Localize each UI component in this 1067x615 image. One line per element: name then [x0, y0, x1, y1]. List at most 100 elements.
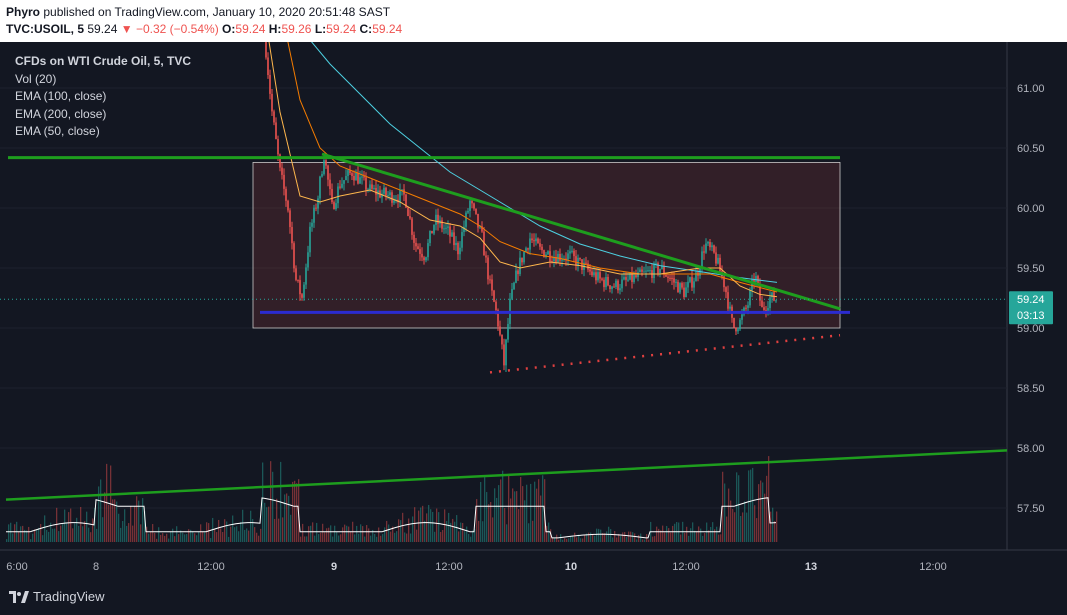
candle [317, 198, 319, 209]
volume-bar [484, 477, 486, 542]
candle [381, 193, 383, 198]
candle [643, 271, 645, 273]
volume-bar [24, 529, 26, 542]
author-name[interactable]: Phyro [6, 5, 41, 19]
candle [293, 243, 295, 269]
open-value: 59.24 [235, 22, 266, 36]
volume-bar [384, 527, 386, 542]
candle [541, 246, 543, 251]
candle [507, 323, 509, 340]
candle [465, 212, 467, 227]
volume-bar [770, 511, 772, 542]
candle [629, 272, 631, 280]
volume-bar [710, 526, 712, 542]
volume-bar [492, 517, 494, 542]
volume-bar [330, 525, 332, 542]
volume-bar [412, 516, 414, 542]
volume-bar [416, 529, 418, 542]
candle [737, 329, 739, 332]
candle [621, 279, 623, 289]
legend-item-ema100[interactable]: EMA (100, close) [15, 89, 107, 103]
candle [693, 281, 695, 288]
candle [601, 278, 603, 280]
volume-bar [622, 532, 624, 542]
candle [631, 272, 633, 282]
tradingview-brand[interactable]: TradingView [33, 589, 105, 604]
volume-bar [206, 522, 208, 542]
x-tick-label: 13 [805, 561, 817, 573]
legend-item-volume[interactable]: Vol (20) [15, 71, 57, 86]
volume-bar [140, 524, 142, 542]
volume-bar [316, 522, 318, 542]
candle [589, 269, 591, 272]
volume-bar [134, 506, 136, 542]
volume-bar [448, 512, 450, 542]
volume-bar [376, 536, 378, 542]
candle [659, 268, 661, 274]
volume-bar [628, 531, 630, 542]
candle [577, 257, 579, 266]
candle [555, 257, 557, 264]
candle [713, 245, 715, 253]
volume-bar [478, 520, 480, 542]
volume-bar [528, 523, 530, 542]
volume-bar [560, 534, 562, 542]
volume-bar [154, 532, 156, 542]
candle [741, 314, 743, 320]
volume-bar [686, 526, 688, 542]
volume-bar [454, 521, 456, 542]
candle [307, 252, 309, 268]
volume-bar [748, 470, 750, 542]
volume-bar [570, 536, 572, 542]
volume-bar [450, 522, 452, 542]
candle [447, 226, 449, 228]
candle [283, 174, 285, 189]
volume-bar [116, 501, 118, 542]
candle [637, 272, 639, 278]
volume-bar [48, 531, 50, 542]
candle [477, 213, 479, 228]
volume-bar [406, 533, 408, 542]
candle [371, 184, 373, 189]
volume-bar [236, 526, 238, 542]
candle [409, 216, 411, 219]
legend-item-ema50[interactable]: EMA (50, close) [15, 124, 100, 138]
volume-bar [272, 471, 274, 542]
volume-bar [32, 533, 34, 542]
volume-bar [126, 525, 128, 542]
tradingview-logo-icon[interactable] [8, 589, 30, 605]
candle [427, 243, 429, 258]
volume-bar [772, 507, 774, 542]
volume-bar [728, 488, 730, 542]
candle [695, 272, 697, 282]
candle [369, 184, 371, 190]
candle [667, 276, 669, 278]
candle [615, 280, 617, 287]
candle [747, 305, 749, 308]
candle [561, 259, 563, 261]
candle [529, 238, 531, 250]
volume-bar [668, 528, 670, 542]
volume-bar [50, 522, 52, 542]
candle [407, 207, 409, 217]
candle [453, 232, 455, 246]
candle [625, 277, 627, 280]
volume-bar [224, 519, 226, 542]
volume-bar [252, 518, 254, 542]
volume-bar [732, 508, 734, 542]
candle [513, 282, 515, 290]
candle [599, 272, 601, 279]
volume-bar [308, 526, 310, 542]
volume-bar [742, 512, 744, 542]
volume-bar [346, 525, 348, 542]
candle [467, 210, 469, 213]
candle [627, 279, 629, 281]
candle [663, 265, 665, 275]
low-label: L: [314, 22, 327, 36]
legend-item-ema200[interactable]: EMA (200, close) [15, 106, 107, 121]
volume-bar [740, 516, 742, 542]
volume-bar [176, 526, 178, 542]
volume-bar [470, 536, 472, 542]
volume-bar [354, 534, 356, 542]
price-chart[interactable]: 61.00 60.50 60.00 59.50 59.00 58.50 58.00 57.50… [0, 42, 1067, 580]
